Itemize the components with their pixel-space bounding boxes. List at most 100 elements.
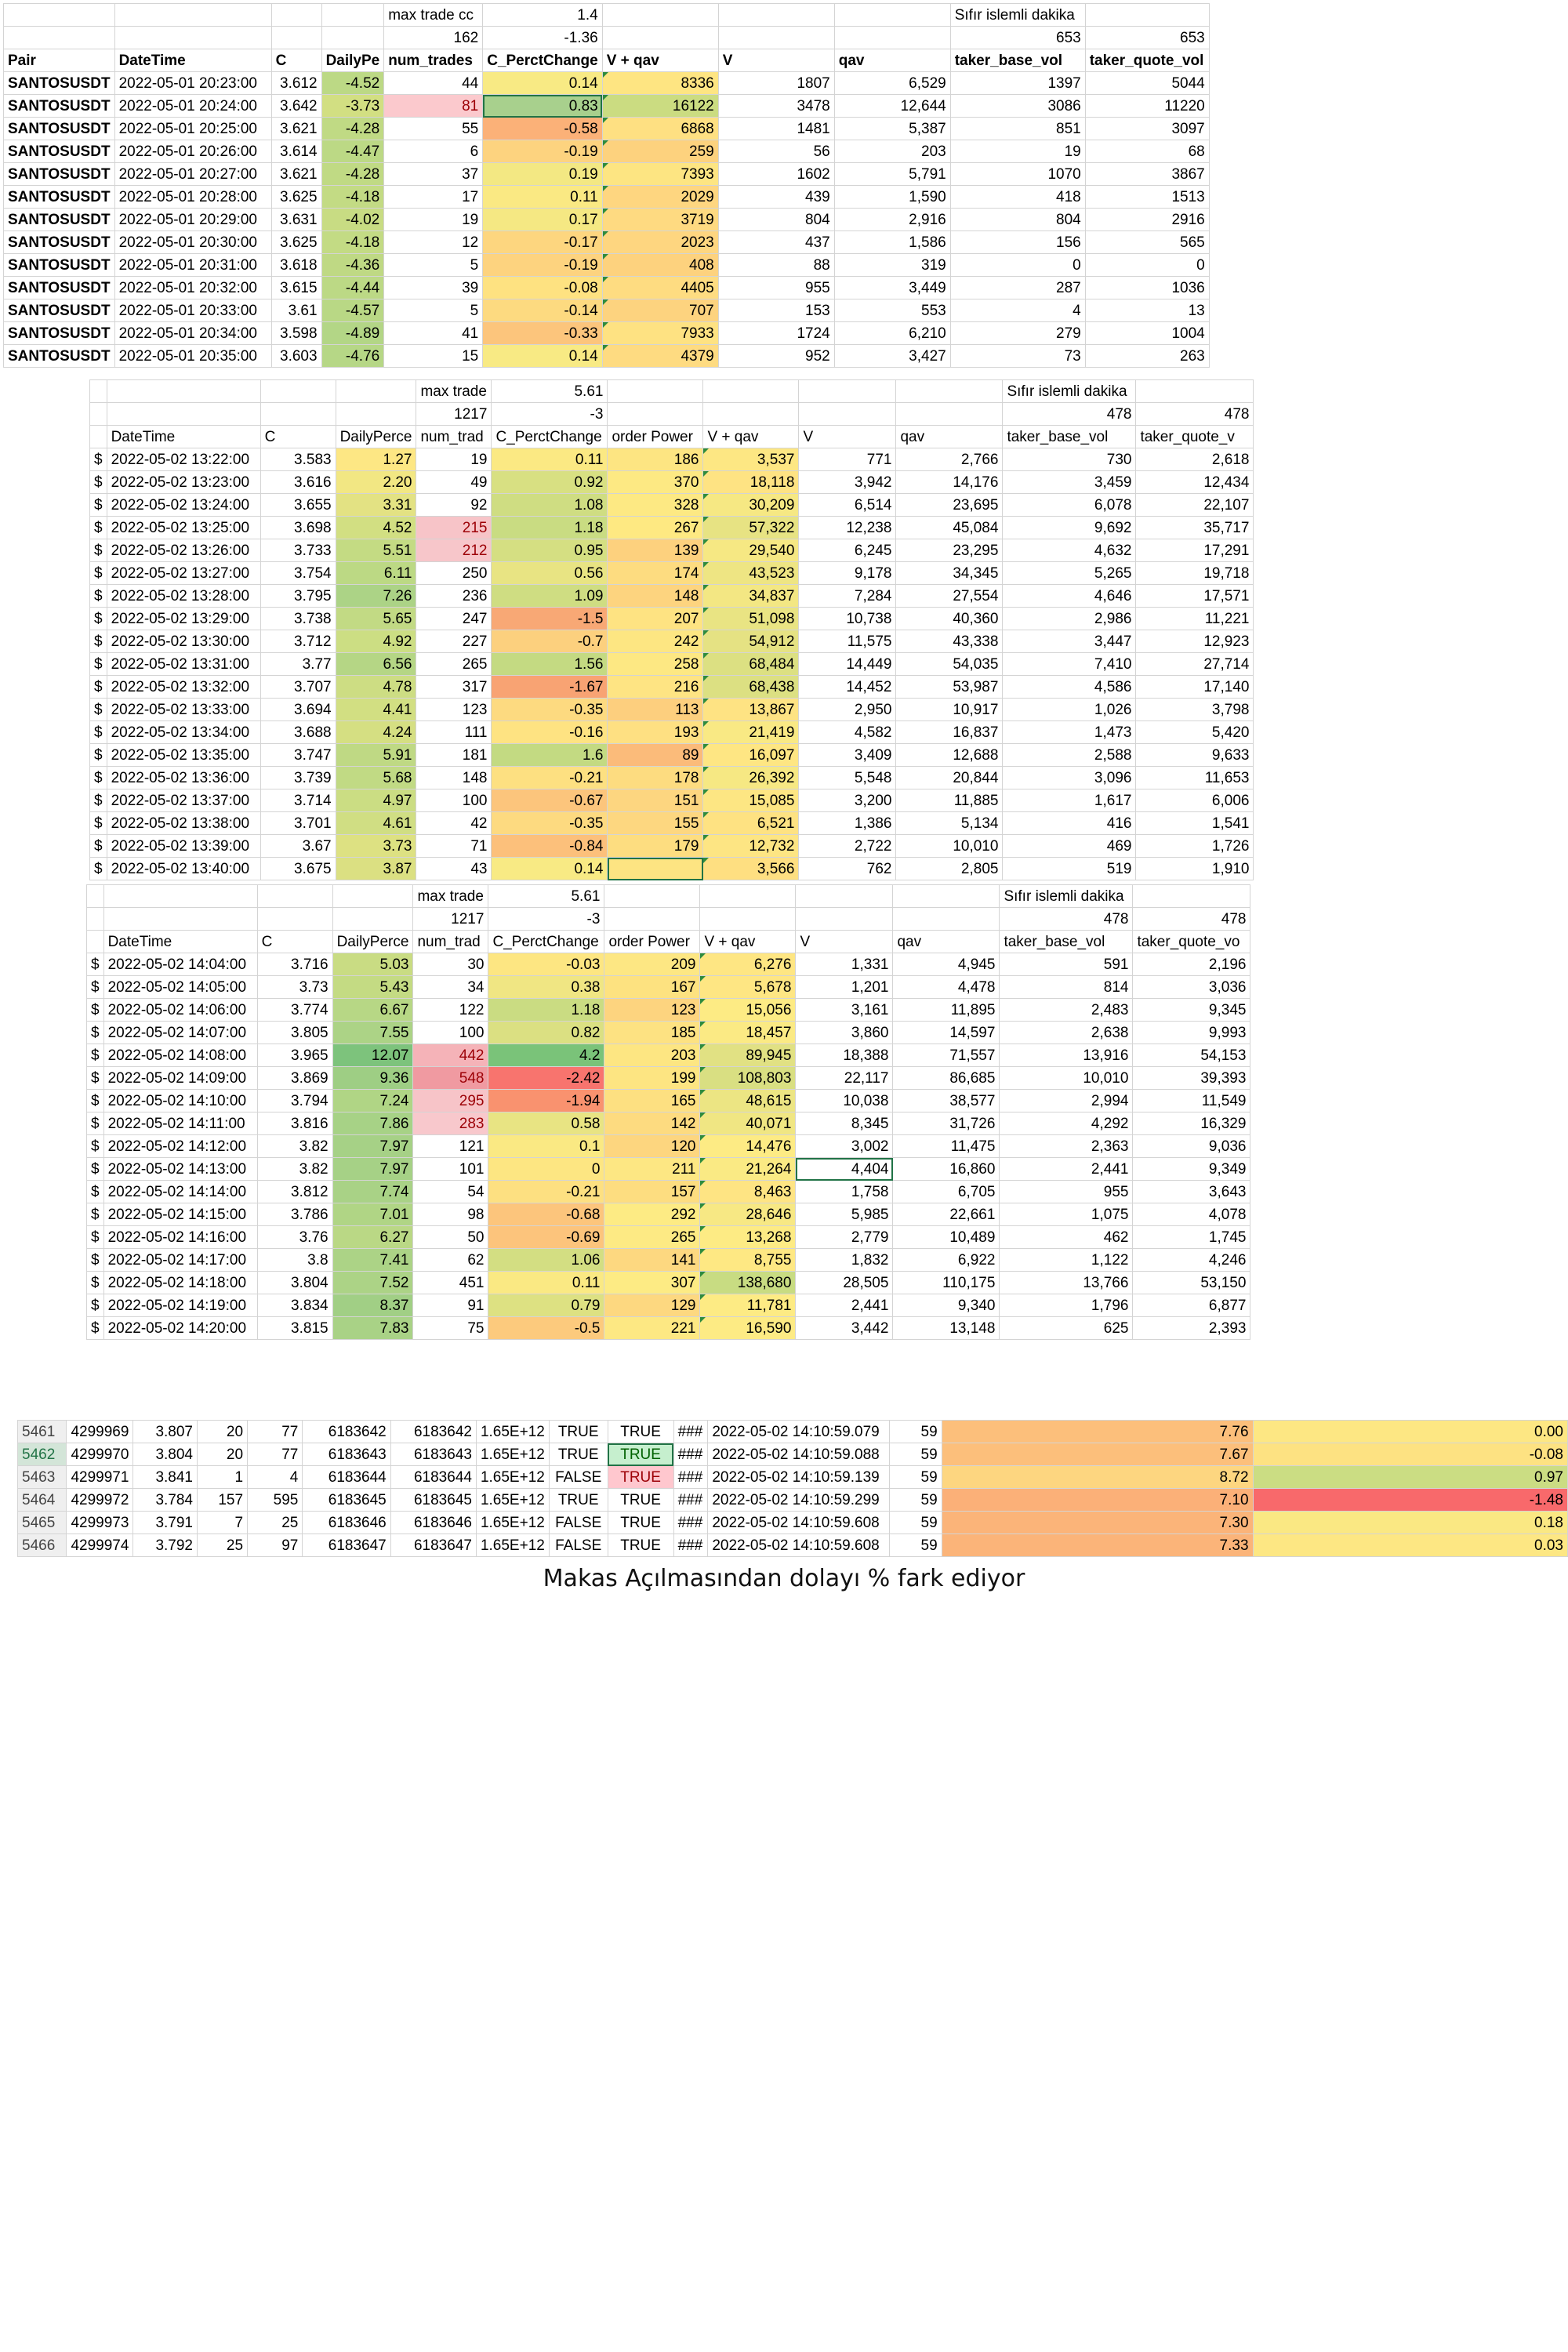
data-cell[interactable]: 6183646 (302, 1511, 391, 1534)
summary-cell[interactable] (86, 907, 104, 931)
data-cell[interactable]: 7.86 (332, 1112, 414, 1135)
data-cell[interactable]: 13,268 (699, 1225, 797, 1249)
summary-cell[interactable]: Sıfır islemli dakika (999, 884, 1134, 908)
data-cell[interactable]: TRUE (548, 1488, 608, 1512)
data-cell[interactable]: 215 (416, 516, 492, 539)
column-header[interactable]: C_PerctChange (488, 930, 605, 953)
column-header[interactable]: num_trad (416, 425, 492, 448)
data-cell[interactable]: 258 (607, 652, 704, 676)
data-cell[interactable]: 2.20 (335, 470, 417, 494)
data-cell[interactable]: SANTOSUSDT (3, 94, 115, 118)
data-cell[interactable]: 418 (949, 185, 1086, 209)
data-cell[interactable]: 6,877 (1132, 1294, 1251, 1317)
data-cell[interactable]: 0.79 (488, 1294, 605, 1317)
data-cell[interactable]: 3.655 (260, 493, 336, 517)
data-cell[interactable]: 3.621 (270, 162, 322, 186)
data-cell[interactable]: 2022-05-02 14:10:59.088 (707, 1443, 891, 1466)
data-cell[interactable]: $ (86, 1089, 104, 1112)
data-cell[interactable]: 1,386 (798, 811, 897, 835)
summary-cell[interactable] (702, 379, 800, 403)
data-cell[interactable]: 3,161 (795, 998, 894, 1022)
summary-cell[interactable] (335, 379, 417, 403)
data-cell[interactable]: 8,755 (699, 1248, 797, 1272)
data-cell[interactable]: $ (89, 652, 107, 676)
data-cell[interactable]: 221 (604, 1316, 701, 1340)
data-cell[interactable]: 5,678 (699, 975, 797, 999)
data-cell[interactable]: -4.44 (321, 276, 385, 299)
data-cell[interactable]: 439 (717, 185, 835, 209)
data-cell[interactable]: 20 (196, 1443, 249, 1466)
data-cell[interactable]: 35,717 (1135, 516, 1254, 539)
data-cell[interactable]: 2022-05-01 20:30:00 (114, 230, 272, 254)
data-cell[interactable]: 30 (412, 953, 489, 976)
data-cell[interactable]: 120 (604, 1134, 701, 1158)
data-cell[interactable]: 6183647 (390, 1534, 477, 1557)
column-header[interactable] (86, 930, 104, 953)
data-cell[interactable]: $ (89, 720, 107, 744)
data-cell[interactable]: 3.701 (260, 811, 336, 835)
data-cell[interactable]: 8336 (601, 71, 719, 95)
summary-cell[interactable]: 478 (1135, 402, 1254, 426)
data-cell[interactable]: 2022-05-01 20:33:00 (114, 299, 272, 322)
data-cell[interactable]: 3.804 (132, 1443, 198, 1466)
data-cell[interactable]: 4.41 (335, 698, 417, 721)
data-cell[interactable]: $ (89, 857, 107, 880)
data-cell[interactable]: 2022-05-02 13:30:00 (106, 630, 261, 653)
data-cell[interactable]: 11,781 (699, 1294, 797, 1317)
data-cell[interactable]: 2022-05-01 20:23:00 (114, 71, 272, 95)
data-cell[interactable]: 250 (416, 561, 492, 585)
data-cell[interactable]: 7.83 (332, 1316, 414, 1340)
data-cell[interactable]: 952 (717, 344, 835, 368)
data-cell[interactable]: 2022-05-02 13:26:00 (106, 539, 261, 562)
data-cell[interactable]: -0.21 (488, 1180, 605, 1203)
data-cell[interactable]: 1.65E+12 (475, 1420, 550, 1443)
data-cell[interactable]: 6,210 (833, 321, 951, 345)
data-cell[interactable]: 17,291 (1135, 539, 1254, 562)
data-cell[interactable]: 185 (604, 1021, 701, 1044)
row-number[interactable]: 5465 (17, 1511, 67, 1534)
data-cell[interactable]: 203 (604, 1044, 701, 1067)
data-cell[interactable]: 98 (412, 1203, 489, 1226)
summary-cell[interactable] (1132, 884, 1251, 908)
data-cell[interactable]: 3.82 (256, 1157, 333, 1181)
data-cell[interactable]: 18,118 (702, 470, 800, 494)
data-cell[interactable]: 4 (247, 1465, 303, 1489)
data-cell[interactable]: 2022-05-02 14:19:00 (103, 1294, 258, 1317)
data-cell[interactable]: 2022-05-02 13:36:00 (106, 766, 261, 789)
data-cell[interactable]: 2022-05-02 14:10:00 (103, 1089, 258, 1112)
data-cell[interactable]: 5,985 (795, 1203, 894, 1226)
data-cell[interactable]: 4,404 (795, 1157, 894, 1181)
data-cell[interactable]: -0.21 (491, 766, 608, 789)
data-cell[interactable]: 4299974 (65, 1534, 134, 1557)
data-cell[interactable]: 50 (412, 1225, 489, 1249)
data-cell[interactable]: 21,264 (699, 1157, 797, 1181)
data-cell[interactable]: 1,201 (795, 975, 894, 999)
summary-cell[interactable]: max trade (412, 884, 489, 908)
data-cell[interactable]: SANTOSUSDT (3, 185, 115, 209)
data-cell[interactable]: 178 (607, 766, 704, 789)
data-cell[interactable]: 7.55 (332, 1021, 414, 1044)
data-cell[interactable]: 2022-05-02 14:16:00 (103, 1225, 258, 1249)
data-cell[interactable]: 207 (607, 607, 704, 630)
data-cell[interactable]: 283 (412, 1112, 489, 1135)
summary-cell[interactable]: 653 (949, 26, 1086, 49)
summary-cell[interactable] (335, 402, 417, 426)
data-cell[interactable]: 101 (412, 1157, 489, 1181)
data-cell[interactable]: 0.58 (488, 1112, 605, 1135)
data-cell[interactable]: 7393 (601, 162, 719, 186)
data-cell[interactable]: 2022-05-02 14:07:00 (103, 1021, 258, 1044)
data-cell[interactable]: 17,140 (1135, 675, 1254, 699)
data-cell[interactable]: 1.18 (491, 516, 608, 539)
data-cell[interactable]: 212 (416, 539, 492, 562)
data-cell[interactable]: $ (86, 1044, 104, 1067)
data-cell[interactable]: 3.791 (132, 1511, 198, 1534)
data-cell[interactable]: $ (89, 698, 107, 721)
column-header[interactable]: V + qav (702, 425, 800, 448)
data-cell[interactable]: 442 (412, 1044, 489, 1067)
data-cell[interactable]: 19 (383, 208, 484, 231)
data-cell[interactable]: 186 (607, 448, 704, 471)
data-cell[interactable]: 2022-05-02 14:10:59.299 (707, 1488, 891, 1512)
data-cell[interactable]: $ (86, 1157, 104, 1181)
data-cell[interactable]: $ (89, 834, 107, 858)
data-cell[interactable]: -4.36 (321, 253, 385, 277)
